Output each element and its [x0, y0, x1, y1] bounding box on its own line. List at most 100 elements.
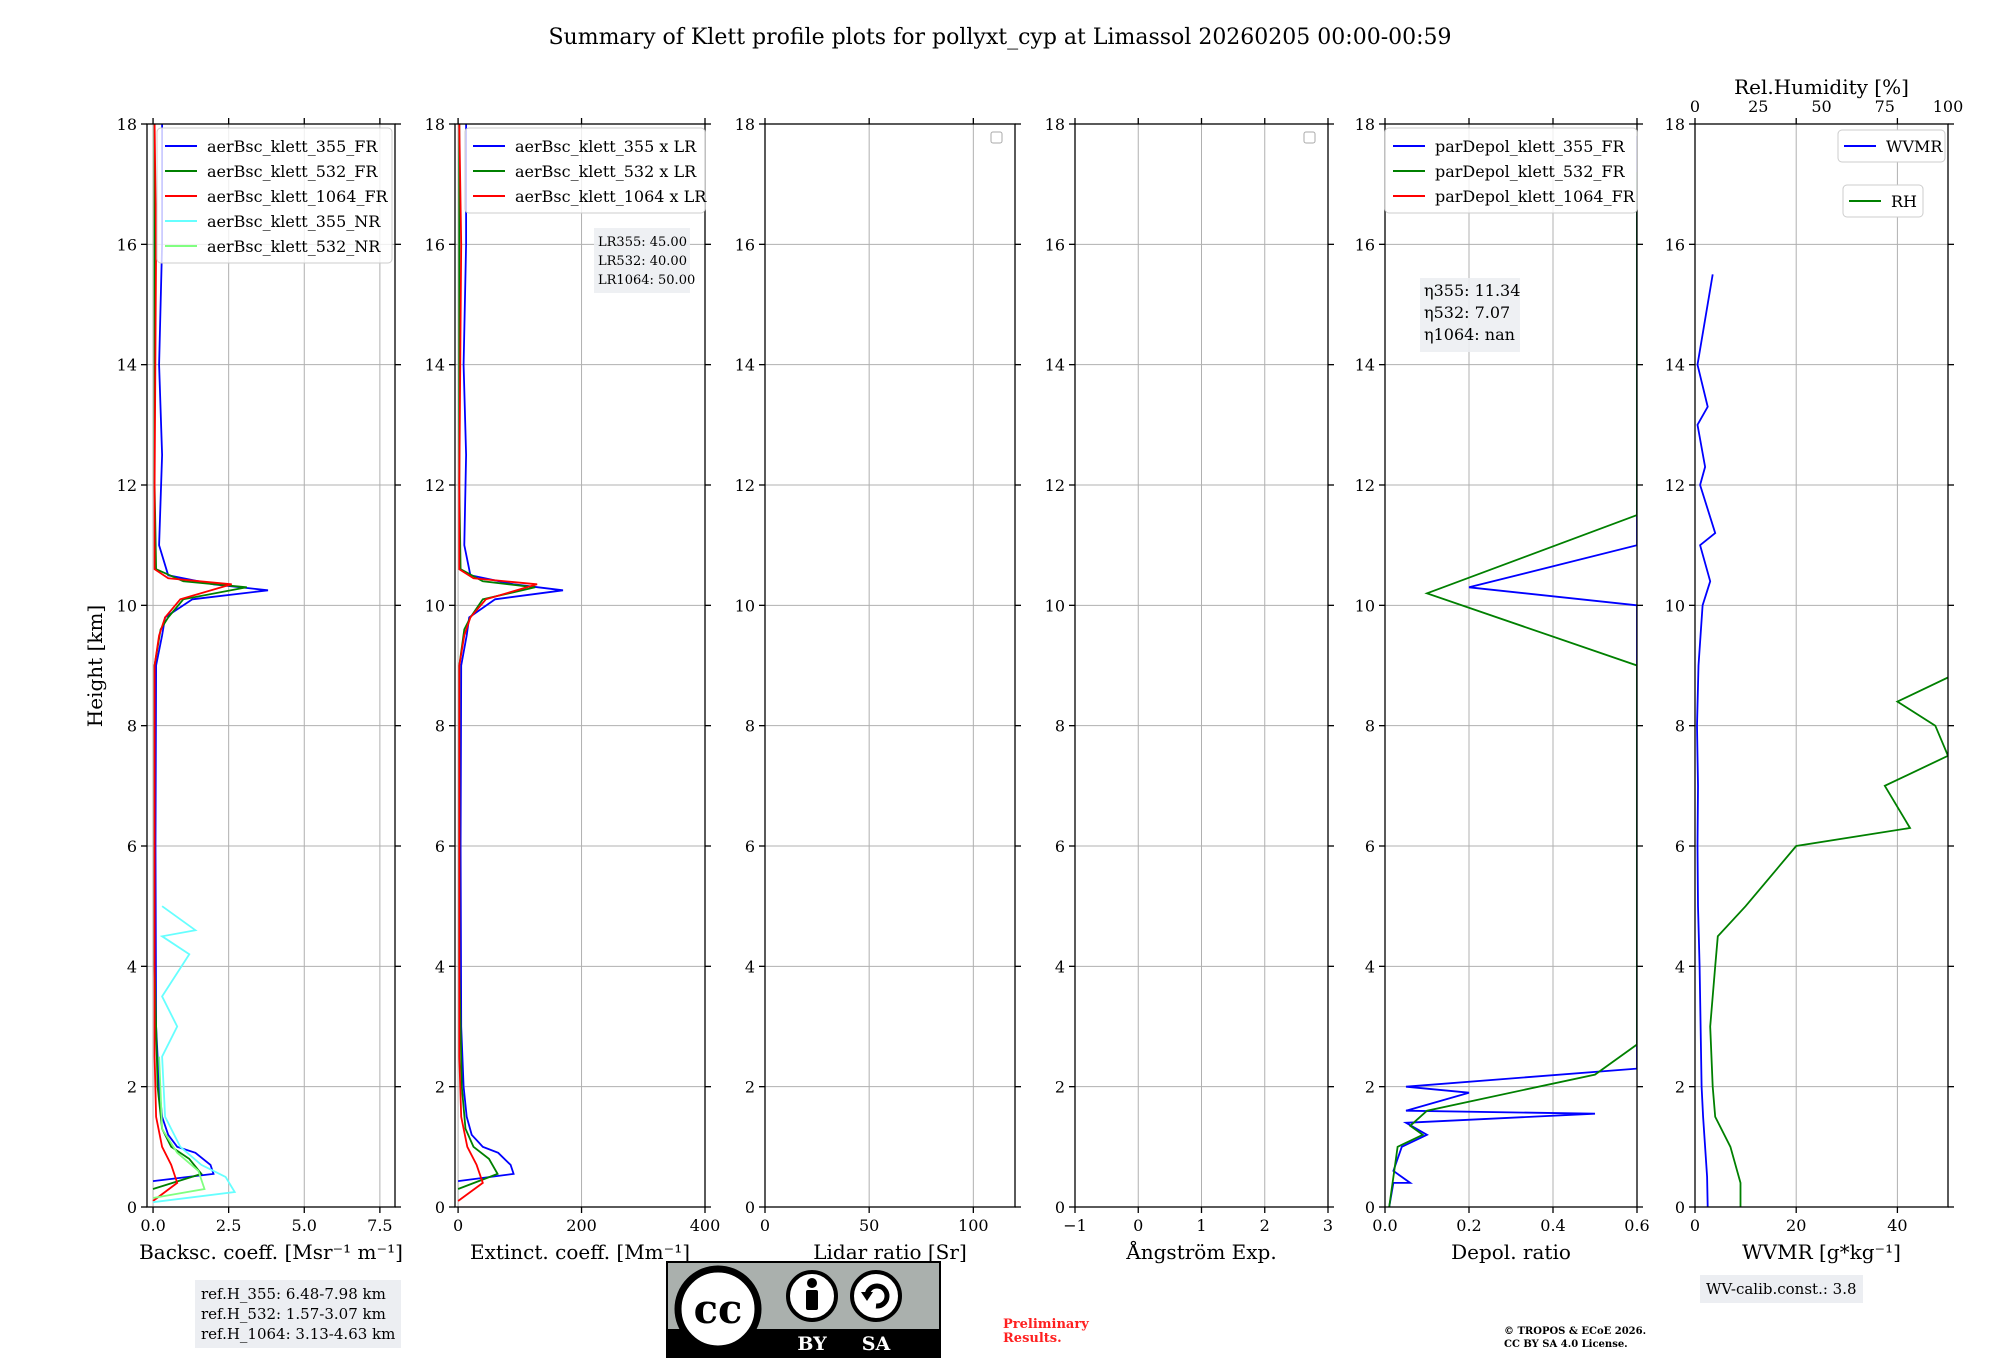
x-tick-label: 0 [1690, 1216, 1700, 1235]
series-group [152, 124, 269, 1204]
series-rh [1709, 676, 1948, 1207]
top-x-tick-label: 25 [1748, 97, 1768, 116]
axes-frame [1384, 123, 1638, 1208]
y-tick-label: 4 [1055, 957, 1065, 976]
wv-calibration-text: WV-calib.const.: 3.8 [1706, 1280, 1857, 1298]
x-axis-label: Depol. ratio [1451, 1240, 1571, 1264]
y-tick-label: 10 [1045, 596, 1065, 615]
y-tick-label: 12 [117, 476, 137, 495]
series-pardepol-klett-355-fr [1388, 136, 1637, 1207]
top-x-axis-label: Rel.Humidity [%] [1734, 75, 1909, 99]
annotation-line: η355: 11.34 [1424, 281, 1520, 300]
cc-sa-label: SA [862, 1333, 891, 1355]
y-tick-label: 14 [1665, 356, 1685, 375]
x-tick-label: 100 [958, 1216, 989, 1235]
y-tick-label: 14 [735, 356, 755, 375]
x-tick-label: 0.0 [140, 1216, 165, 1235]
y-tick-label: 6 [745, 837, 755, 856]
legend-box [1384, 127, 1638, 214]
copyright-line-1: © TROPOS & ECoE 2026. [1504, 1326, 1647, 1337]
annotation-box [594, 228, 690, 293]
x-tick-label: 7.5 [367, 1216, 392, 1235]
y-tick-label: 4 [1365, 957, 1375, 976]
wv-calibration-box: WV-calib.const.: 3.8 [1700, 1275, 1863, 1303]
y-tick-label: 12 [1665, 476, 1685, 495]
y-tick-label: 16 [117, 235, 137, 254]
y-tick-label: 0 [1365, 1198, 1375, 1217]
y-tick-label: 2 [435, 1078, 445, 1097]
legend-label: parDepol_klett_355_FR [1435, 137, 1626, 156]
preliminary-notice: Preliminary Results. [1003, 1318, 1089, 1346]
x-tick-label: 0 [453, 1216, 463, 1235]
x-tick-label: 200 [566, 1216, 597, 1235]
y-tick-label: 8 [1055, 717, 1065, 736]
copyright-line-2: CC BY SA 4.0 License. [1504, 1339, 1628, 1350]
y-tick-label: 12 [425, 476, 445, 495]
x-tick-label: 0.0 [1372, 1216, 1397, 1235]
x-tick-label: 0.4 [1540, 1216, 1565, 1235]
y-tick-label: 4 [435, 957, 445, 976]
y-tick-label: 6 [1675, 837, 1685, 856]
y-tick-label: 8 [1365, 717, 1375, 736]
y-tick-label: 2 [745, 1078, 755, 1097]
annotation-box [1420, 278, 1520, 352]
y-tick-label: 0 [745, 1198, 755, 1217]
series-wvmr [1696, 274, 1717, 1207]
y-tick-label: 18 [425, 115, 445, 134]
top-x-tick-label: 75 [1875, 97, 1895, 116]
y-tick-label: 2 [1365, 1078, 1375, 1097]
x-tick-label: 0 [760, 1216, 770, 1235]
x-tick-label: 0.2 [1456, 1216, 1481, 1235]
x-tick-label: 0.6 [1624, 1216, 1649, 1235]
x-tick-label: 2.5 [216, 1216, 241, 1235]
y-tick-label: 18 [1355, 115, 1375, 134]
legend-box [156, 127, 393, 264]
series-aerbsc-klett-355-x-lr [457, 124, 564, 1182]
empty-legend-box [1303, 131, 1316, 144]
y-tick-label: 14 [1355, 356, 1375, 375]
y-tick-label: 6 [1055, 837, 1065, 856]
axes-frame [764, 123, 1016, 1208]
y-tick-label: 10 [735, 596, 755, 615]
x-tick-label: 50 [859, 1216, 879, 1235]
legend-box [1837, 129, 1946, 163]
y-tick-label: 6 [1365, 837, 1375, 856]
y-tick-label: 4 [745, 957, 755, 976]
series-aerbsc-klett-532-x-lr [457, 124, 536, 1190]
y-tick-label: 0 [127, 1198, 137, 1217]
x-axis-label: Ångström Exp. [1125, 1239, 1276, 1264]
series-aerbsc-klett-532-nr [152, 1056, 206, 1199]
legend-box [464, 127, 706, 214]
x-tick-label: 2 [1260, 1216, 1270, 1235]
legend-label: aerBsc_klett_1064_FR [207, 187, 389, 206]
y-tick-label: 16 [1045, 235, 1065, 254]
y-tick-label: 0 [1055, 1198, 1065, 1217]
annotation-line: LR532: 40.00 [598, 254, 687, 269]
y-tick-label: 4 [1675, 957, 1685, 976]
y-tick-label: 8 [127, 717, 137, 736]
axes-frame [146, 123, 396, 1208]
series-aerbsc-klett-355-fr [152, 124, 269, 1182]
y-tick-label: 4 [127, 957, 137, 976]
x-tick-label: −1 [1063, 1216, 1087, 1235]
top-x-tick-label: 50 [1811, 97, 1831, 116]
panel-wv: 0 2 4 6 8 10 12 14 16 18 0 20 40 WVMR [g*kg⁻¹] 0 25 50 75… [1665, 75, 1964, 1264]
x-axis-label: Backsc. coeff. [Msr⁻¹ m⁻¹] [139, 1240, 403, 1264]
y-tick-label: 10 [117, 596, 137, 615]
top-x-tick-label: 0 [1690, 97, 1700, 116]
y-tick-label: 18 [1665, 115, 1685, 134]
x-axis-label: WVMR [g*kg⁻¹] [1742, 1240, 1901, 1264]
annotation-line: LR1064: 50.00 [598, 273, 695, 288]
cc-license-badge: cc BY SA [666, 1261, 941, 1358]
panel-lr: 0 2 4 6 8 10 12 14 16 18 0 50 100 Lidar ratio [Sr] [735, 115, 1021, 1264]
preliminary-line-2: Results. [1003, 1331, 1062, 1346]
x-axis-label: Extinct. coeff. [Mm⁻¹] [470, 1240, 690, 1264]
ref-height-355: ref.H_355: 6.48-7.98 km [201, 1285, 386, 1303]
y-tick-label: 2 [1055, 1078, 1065, 1097]
y-tick-label: 10 [1355, 596, 1375, 615]
annotation-line: η532: 7.07 [1424, 303, 1510, 322]
x-tick-label: 0 [1133, 1216, 1143, 1235]
